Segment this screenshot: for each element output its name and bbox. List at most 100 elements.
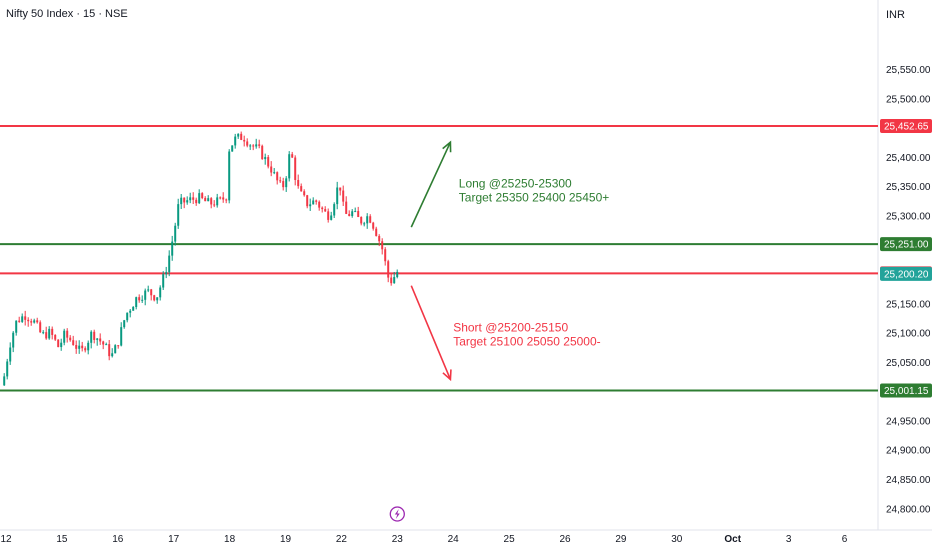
candle-body (246, 141, 249, 146)
short-annotation-text: Target 25100 25050 25000- (453, 334, 600, 348)
candle-body (276, 172, 279, 181)
candle-body (39, 322, 42, 333)
candle-body (174, 225, 177, 242)
time-tick-label: 6 (842, 534, 848, 545)
arrow-head (442, 369, 452, 382)
candle-body (159, 287, 162, 298)
candle-body (105, 344, 108, 346)
candle-body (51, 328, 54, 335)
candle-body (231, 145, 234, 152)
candle-body (210, 198, 213, 205)
candle-body (393, 277, 396, 284)
candle-body (237, 133, 240, 137)
candle-body (192, 197, 195, 200)
candle-body (60, 342, 63, 348)
short-arrow (410, 285, 452, 380)
candle-body (324, 209, 327, 212)
price-tick-label: 25,150.00 (886, 299, 931, 310)
currency-label: INR (886, 9, 905, 21)
time-tick-label: 12 (0, 534, 12, 545)
candle-body (138, 297, 141, 301)
candle-body (144, 290, 147, 300)
candle-body (102, 341, 105, 345)
time-tick-label: 16 (112, 534, 124, 545)
level-price-tag-label: 25,001.15 (884, 386, 929, 397)
candle-body (21, 316, 24, 322)
candle-body (54, 334, 57, 340)
time-tick-label: 24 (448, 534, 460, 545)
candle-body (66, 330, 69, 338)
candle-body (273, 172, 276, 174)
candle-body (69, 337, 72, 341)
candle-body (312, 200, 315, 205)
candle-body (360, 217, 363, 224)
time-tick-label: 30 (671, 534, 683, 545)
candle-body (180, 197, 183, 205)
price-tick-label: 25,100.00 (886, 329, 931, 340)
candle-body (267, 157, 270, 167)
candle-body (99, 338, 102, 342)
candle-body (135, 297, 138, 308)
candle-body (108, 344, 111, 357)
candle-body (321, 207, 324, 210)
candle-body (258, 144, 261, 146)
price-tick-label: 24,800.00 (886, 504, 931, 515)
candle-body (336, 187, 339, 205)
candle-body (36, 320, 39, 323)
candle-body (57, 339, 60, 348)
level-price-tag (880, 383, 932, 398)
long-annotation-text: Long @25250-25300 (459, 176, 572, 190)
candle-body (348, 213, 351, 217)
candle-body (75, 345, 78, 349)
candle-body (96, 338, 99, 340)
time-tick-label: 18 (224, 534, 236, 545)
candle-body (288, 154, 291, 179)
level-price-tag-label: 25,251.00 (884, 240, 929, 251)
candle-body (198, 193, 201, 204)
candle-body (84, 348, 87, 351)
symbol-title: Nifty 50 Index · 15 · NSE (6, 8, 128, 20)
candle-body (183, 197, 186, 203)
level-price-tag (880, 119, 932, 134)
arrow-head (442, 140, 452, 153)
candle-body (204, 198, 207, 202)
short-annotation-text: Short @25200-25150 (453, 320, 568, 334)
candle-body (363, 223, 366, 225)
time-tick-label: 25 (504, 534, 516, 545)
candle-body (156, 297, 159, 301)
candle-body (132, 307, 135, 311)
candle-body (207, 198, 210, 202)
candle-body (285, 178, 288, 188)
candle-body (201, 193, 204, 199)
candle-body (270, 166, 273, 173)
candle-body (126, 312, 129, 321)
candle-body (147, 289, 150, 291)
candle-body (123, 320, 126, 328)
price-tick-label: 25,500.00 (886, 94, 931, 105)
candle-body (243, 139, 246, 142)
candle-body (240, 133, 243, 140)
candle-body (150, 289, 153, 296)
candle-body (27, 319, 30, 322)
price-tick-label: 25,550.00 (886, 65, 931, 76)
candle-body (213, 204, 216, 206)
candle-body (30, 321, 33, 323)
candle-body (303, 191, 306, 196)
candle-body (384, 249, 387, 262)
candle-body (81, 345, 84, 349)
long-arrow (410, 141, 452, 228)
candle-body (351, 211, 354, 217)
price-tick-label: 25,050.00 (886, 358, 931, 369)
price-tick-label: 25,350.00 (886, 182, 931, 193)
price-tick-label: 25,300.00 (886, 211, 931, 222)
candle-body (168, 255, 171, 273)
candle-body (33, 320, 36, 323)
candle-body (234, 136, 237, 146)
candle-body (387, 261, 390, 278)
candle-body (141, 299, 144, 301)
candle-body (369, 216, 372, 223)
candle-body (342, 190, 345, 202)
candle-body (18, 320, 21, 322)
candle-body (315, 200, 318, 202)
